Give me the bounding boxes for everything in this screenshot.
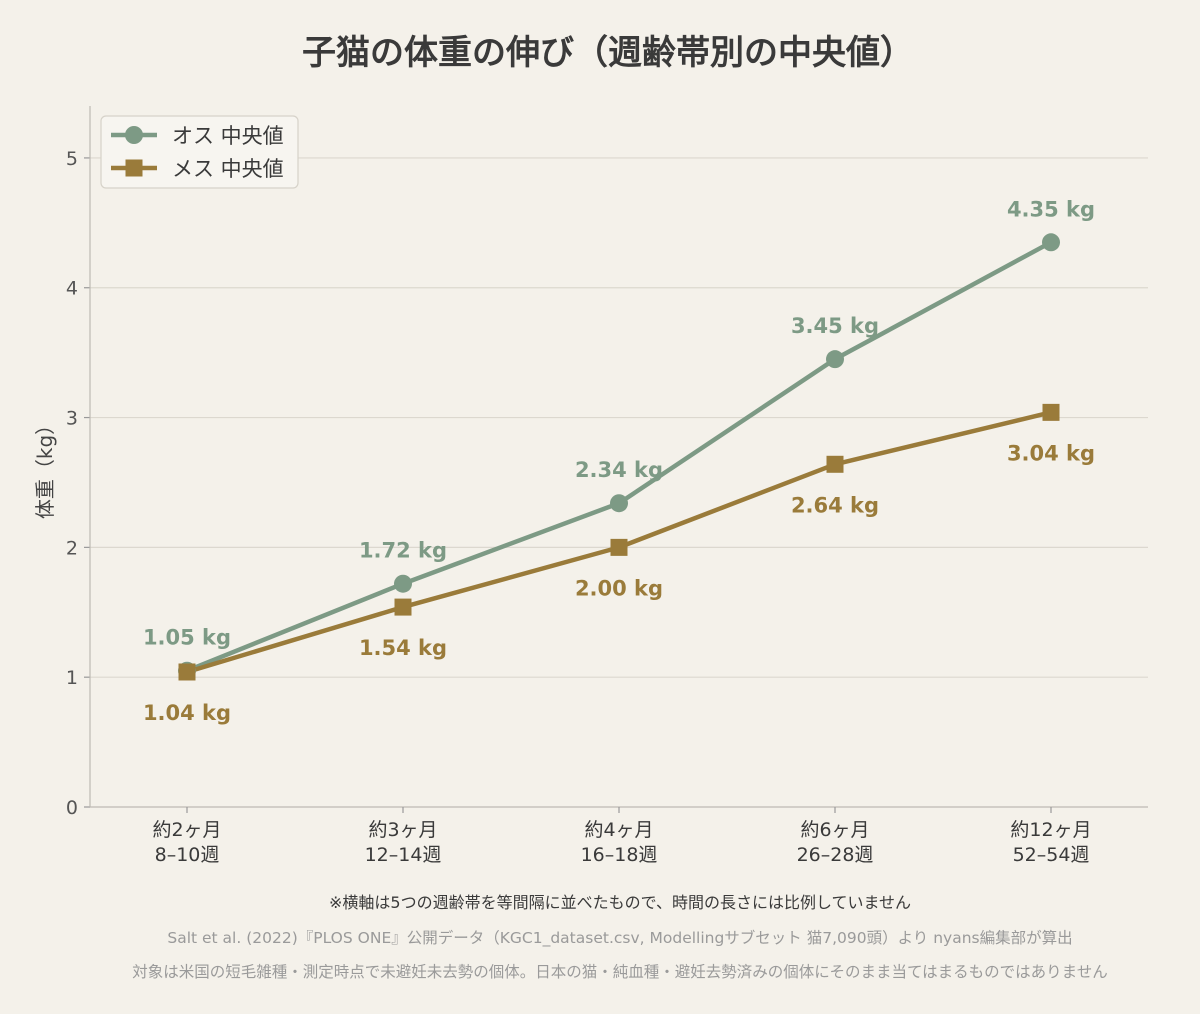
legend-label-male: オス 中央値: [172, 124, 284, 148]
data-label-male: 4.35 kg: [1007, 197, 1095, 221]
legend-marker-female: [125, 159, 143, 177]
series-group: 1.05 kg 1.72 kg 2.34 kg 3.45 kg 4.35 kg 1.04 …: [143, 197, 1095, 725]
y-tick-label: 4: [66, 278, 78, 300]
x-tick-label-weeks: 12–14週: [365, 844, 442, 866]
data-point-female: [826, 455, 844, 473]
x-tick-label-weeks: 8–10週: [155, 844, 220, 866]
x-tick-labels: 約2ヶ月 8–10週 約3ヶ月 12–14週 約4ヶ月 16–18週 約6ヶ月 26–28週 約…: [152, 819, 1091, 866]
y-tick-labels: 0 1 2 3 4 5: [66, 148, 78, 819]
x-tick-label-weeks: 52–54週: [1013, 844, 1090, 866]
data-label-male: 3.45 kg: [791, 314, 879, 338]
y-axis-label: 体重（kg）: [33, 415, 57, 519]
legend-marker-male: [125, 126, 143, 144]
x-tick-label-age: 約6ヶ月: [800, 819, 869, 841]
data-label-female: 2.00 kg: [575, 576, 663, 600]
series-line-male: [186, 240, 1053, 673]
x-tick-label-age: 約12ヶ月: [1010, 819, 1091, 841]
x-tick-label-age: 約3ヶ月: [368, 819, 437, 841]
data-point-female: [394, 598, 412, 616]
data-label-male: 1.72 kg: [359, 539, 447, 563]
chart-title: 子猫の体重の伸び（週齢帯別の中央値）: [302, 33, 914, 73]
axis-note: ※横軸は5つの週齢帯を等間隔に並べたもので、時間の長さには比例していません: [329, 893, 911, 912]
data-label-male: 2.34 kg: [575, 458, 663, 482]
data-label-female: 1.04 kg: [143, 701, 231, 725]
scope-note: 対象は米国の短毛雑種・測定時点で未避妊未去勢の個体。日本の猫・純血種・避妊去勢済…: [132, 963, 1107, 981]
source-note: Salt et al. (2022)『PLOS ONE』公開データ（KGC1_d…: [167, 928, 1072, 948]
axes: [84, 106, 1148, 813]
data-point-female: [1042, 403, 1060, 421]
data-point-male: [610, 494, 628, 513]
data-point-male: [394, 574, 412, 593]
y-tick-label: 5: [66, 148, 78, 170]
data-point-male: [1042, 233, 1060, 252]
y-tick-label: 3: [66, 408, 78, 430]
legend-label-female: メス 中央値: [172, 157, 284, 181]
data-point-male: [826, 350, 844, 369]
y-tick-label: 1: [66, 667, 78, 689]
data-point-female: [610, 538, 628, 556]
x-tick-label-age: 約4ヶ月: [584, 819, 653, 841]
y-tick-label: 0: [66, 797, 78, 819]
data-label-female: 1.54 kg: [359, 636, 447, 660]
x-tick-label-weeks: 16–18週: [581, 844, 658, 866]
data-point-female: [178, 663, 196, 681]
x-tick-label-age: 約2ヶ月: [152, 819, 221, 841]
data-label-female: 3.04 kg: [1007, 441, 1095, 465]
x-tick-label-weeks: 26–28週: [797, 844, 874, 866]
data-label-female: 2.64 kg: [791, 493, 879, 517]
data-label-male: 1.05 kg: [143, 626, 231, 650]
y-tick-label: 2: [66, 537, 78, 559]
